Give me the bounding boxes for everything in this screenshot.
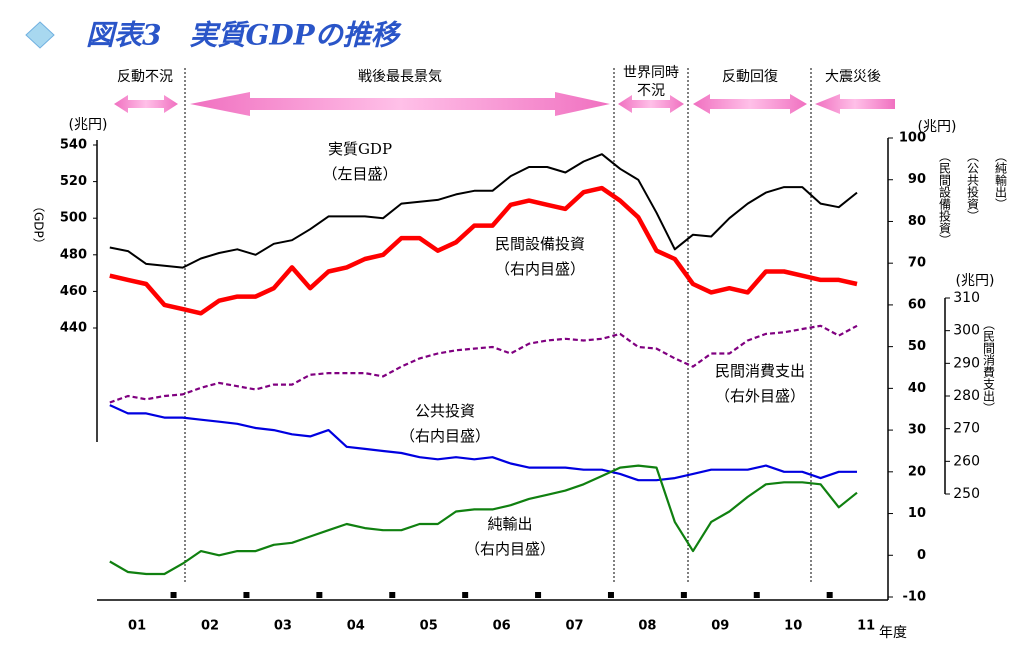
period-label: 反動回復: [722, 68, 778, 85]
period-arrow: [618, 95, 684, 113]
y2-tick-label: 20: [908, 464, 926, 479]
x-tick-label: 01: [128, 619, 146, 634]
y-tick-label: 460: [60, 284, 87, 299]
y2-tick-label: -10: [903, 590, 927, 605]
y2-axis-label: （公共投資）: [966, 150, 980, 222]
period-arrow: [190, 92, 610, 116]
series-annotation: 純輸出: [487, 515, 532, 533]
y-tick-label: 520: [60, 174, 87, 189]
series-annotation: （右内目盛）: [400, 427, 490, 445]
x-tick-label: 02: [201, 619, 219, 634]
series-line: [109, 404, 857, 482]
year-boundary-marker: [243, 592, 250, 598]
y2-tick-label: 90: [908, 172, 926, 187]
title-icon: [25, 21, 55, 49]
y3-tick-label: 260: [953, 453, 980, 469]
y-tick-label: 480: [60, 247, 87, 262]
y2-axis-label: （民間設備投資）: [938, 150, 952, 246]
y2-tick-label: 50: [908, 339, 926, 354]
y-tick-label: 540: [60, 138, 87, 153]
y2-tick-label: 0: [917, 548, 926, 563]
x-tick-label: 09: [711, 619, 729, 634]
y2-tick-label: 80: [908, 214, 926, 229]
x-tick-label: 07: [565, 619, 583, 634]
chart-title: 図表3 実質GDPの推移: [86, 19, 403, 52]
year-boundary-marker: [170, 592, 177, 598]
y-tick-label: 440: [60, 321, 87, 336]
x-tick-label: 10: [784, 619, 802, 634]
y2-axis-label: （純輸出）: [994, 150, 1008, 210]
x-tick-label: 03: [274, 619, 292, 634]
period-arrow: [114, 95, 178, 113]
y-unit: (兆円): [69, 117, 108, 133]
y2-tick-label: 40: [908, 381, 926, 396]
y3-tick-label: 310: [953, 290, 980, 306]
y3-tick-label: 290: [953, 355, 980, 371]
year-boundary-marker: [389, 592, 396, 598]
series-annotation: （左目盛）: [322, 165, 397, 183]
series-annotation: 民間消費支出: [715, 362, 805, 380]
y2-tick-label: 70: [908, 256, 926, 271]
series-line: [109, 185, 858, 316]
series-annotation: （右外目盛）: [715, 387, 805, 405]
series-annotation: （右内目盛）: [465, 540, 555, 558]
period-label: 不況: [637, 83, 665, 99]
period-label: 反動不況: [117, 69, 173, 85]
series-line: [109, 324, 858, 404]
y2-unit: (兆円): [918, 119, 957, 135]
y-axis-label: （GDP）: [32, 200, 46, 250]
period-label: 世界同時: [623, 65, 679, 81]
x-tick-label: 08: [638, 619, 656, 634]
x-tick-label: 05: [420, 619, 438, 634]
period-label: 大震災後: [825, 69, 881, 85]
x-tick-label: 04: [347, 619, 365, 634]
year-boundary-marker: [316, 592, 323, 598]
y3-tick-label: 280: [953, 388, 980, 404]
period-label: 戦後最長景気: [358, 69, 442, 85]
y2-tick-label: 100: [899, 131, 926, 146]
y3-tick-label: 300: [953, 323, 980, 339]
y3-unit: (兆円): [956, 273, 995, 289]
period-arrow: [693, 94, 807, 114]
y2-tick-label: 60: [908, 297, 926, 312]
series-line: [109, 464, 858, 576]
year-boundary-marker: [826, 592, 833, 598]
series-annotation: （右内目盛）: [495, 260, 585, 278]
series-annotation: 民間設備投資: [495, 235, 585, 253]
period-arrows: [114, 68, 895, 582]
y2-tick-label: 30: [908, 423, 926, 438]
x-tick-label: 06: [493, 619, 511, 634]
y2-tick-label: 10: [908, 506, 926, 521]
y-tick-label: 500: [60, 211, 87, 226]
series-annotation: 公共投資: [415, 402, 475, 420]
year-boundary-marker: [535, 592, 542, 598]
y3-tick-label: 250: [953, 486, 980, 502]
y3-tick-label: 270: [953, 421, 980, 437]
series-line: [109, 153, 858, 269]
year-boundary-marker: [462, 592, 469, 598]
series-annotation: 実質GDP: [328, 140, 392, 158]
y3-axis-label: （民間消費支出）: [982, 318, 996, 414]
period-arrow: [815, 94, 895, 114]
year-boundary-marker: [680, 592, 687, 598]
x-axis-label: 年度: [879, 625, 907, 641]
x-tick-label: 11: [857, 619, 875, 634]
year-boundary-marker: [753, 592, 760, 598]
year-boundary-marker: [607, 592, 614, 598]
